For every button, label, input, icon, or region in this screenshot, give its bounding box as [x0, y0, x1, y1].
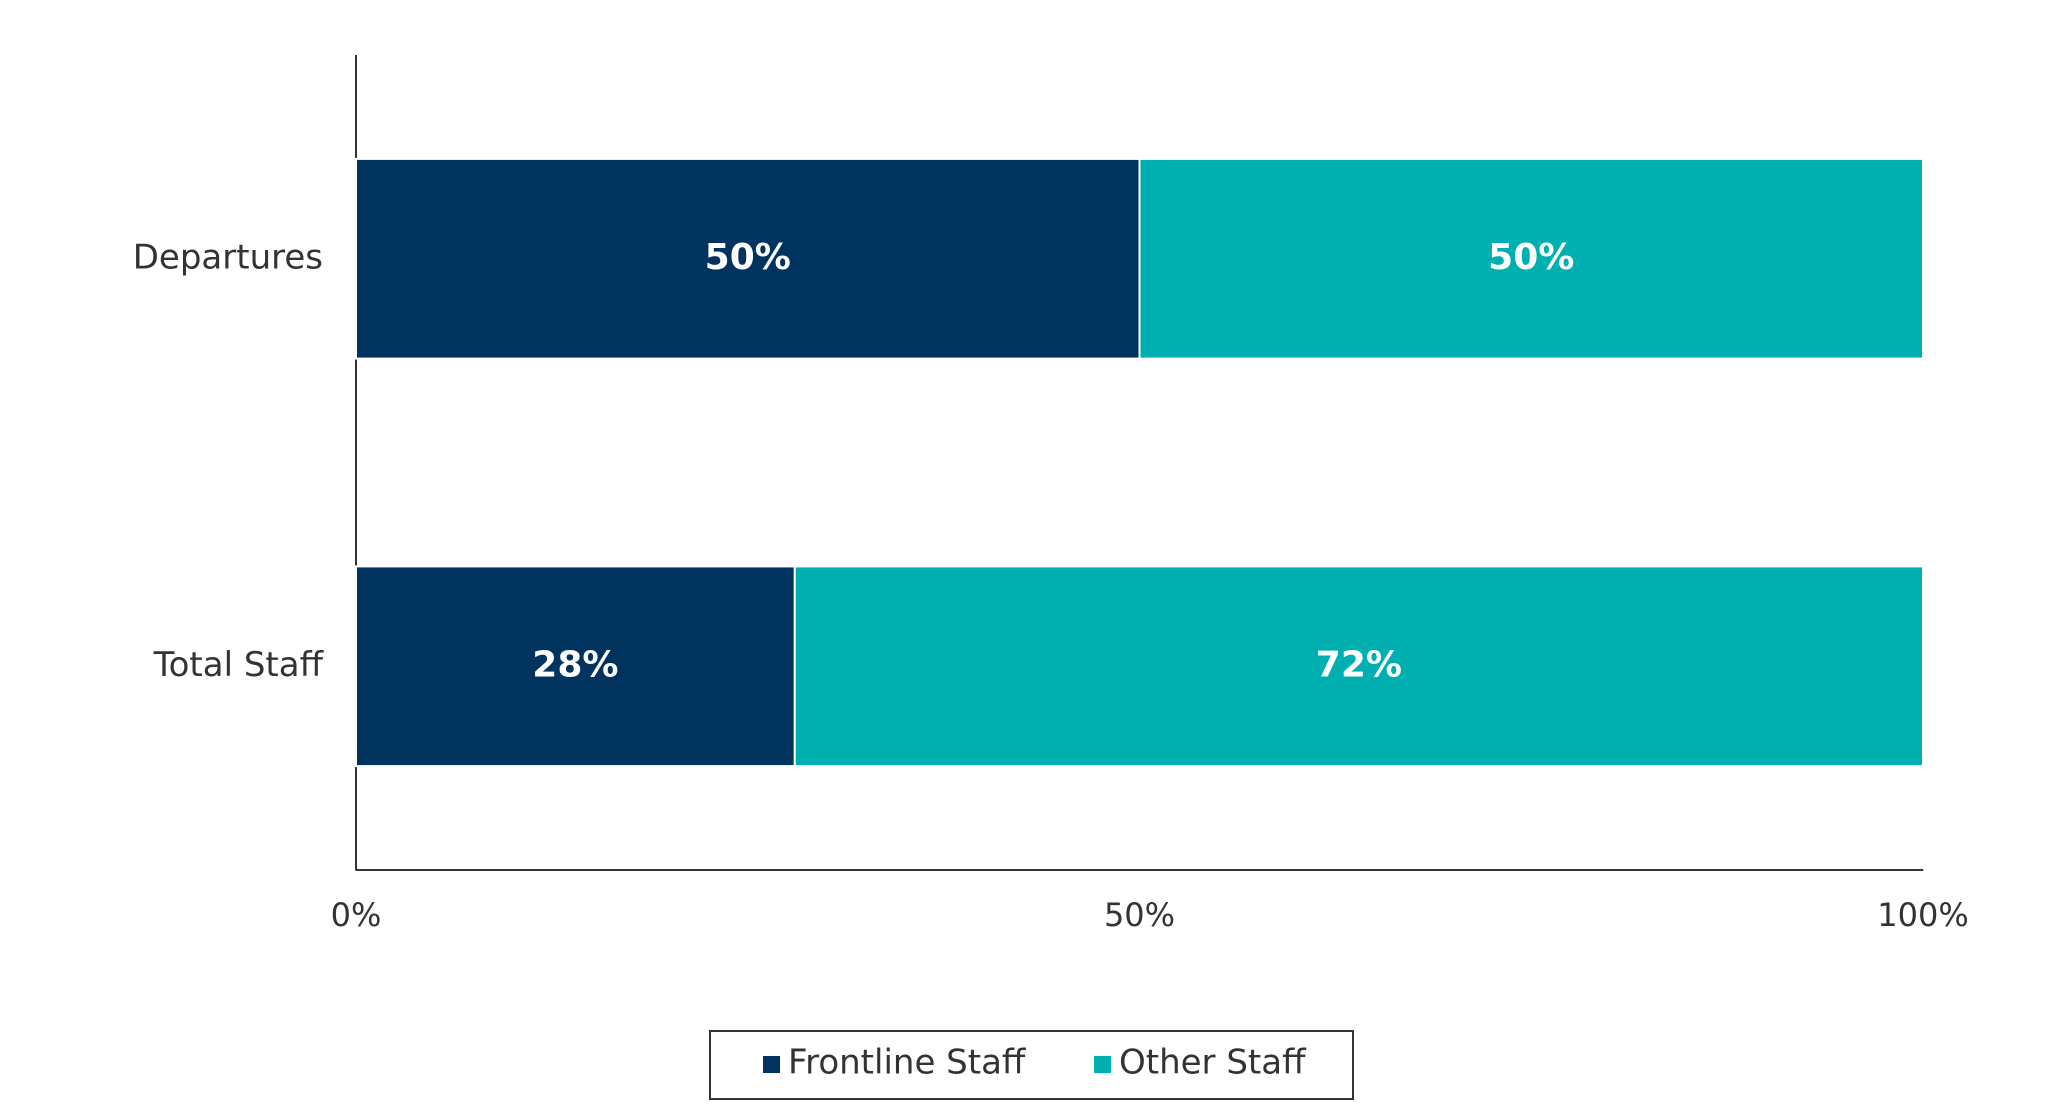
bar-segment [793, 565, 1924, 768]
legend-label: Other Staff [1119, 1043, 1307, 1083]
y-tick-label: Departures [133, 237, 323, 277]
x-tick-label: 100% [1877, 896, 1968, 934]
y-tick-label: Total Staff [153, 645, 325, 685]
data-label: 72% [1316, 644, 1402, 685]
legend-marker [1094, 1056, 1111, 1073]
legend-marker [763, 1056, 780, 1073]
bar-segment [355, 157, 1141, 360]
bar-segment [1138, 157, 1924, 360]
legend-label: Frontline Staff [788, 1043, 1027, 1083]
bar-segment [355, 565, 796, 768]
data-label: 50% [705, 237, 791, 278]
x-tick-label: 50% [1104, 896, 1175, 934]
data-label: 28% [532, 644, 618, 685]
x-tick-label: 0% [331, 896, 382, 934]
legend-box [709, 1030, 1354, 1100]
data-label: 50% [1488, 237, 1574, 278]
